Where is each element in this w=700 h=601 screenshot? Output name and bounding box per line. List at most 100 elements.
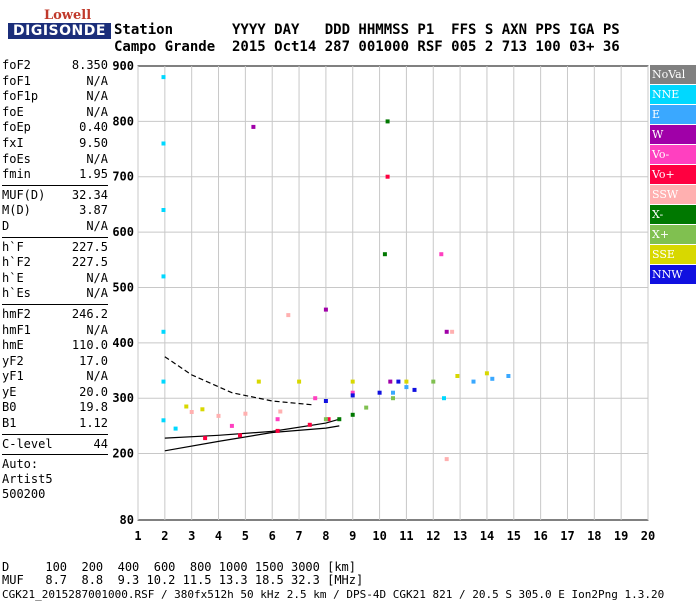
autoscale-line3: 500200 xyxy=(2,487,46,502)
param-key: h`F2 xyxy=(2,255,31,270)
param-row: yE 20.0 xyxy=(2,385,108,401)
param-value: 8.350 xyxy=(71,58,108,72)
param-key: yF1 xyxy=(2,369,24,384)
autoscale-line1: Auto: xyxy=(2,457,39,472)
param-value: 9.50 xyxy=(79,135,108,150)
param-key: foF2 xyxy=(2,58,31,72)
logo-top-text: Lowell xyxy=(44,8,92,23)
param-value: 227.5 xyxy=(71,239,108,254)
legend-item-nnw: NNW xyxy=(650,265,696,284)
echo-point-nne xyxy=(161,274,166,279)
param-key: hmE xyxy=(2,338,24,353)
param-row: foEp 0.40 xyxy=(2,120,108,136)
echo-point-sse xyxy=(455,374,460,378)
param-value: 1.12 xyxy=(79,416,108,431)
legend-item-e: E xyxy=(650,105,696,124)
echo-point-nnw xyxy=(412,387,417,392)
param-row: foF1p N/A xyxy=(2,89,108,105)
echo-point-x xyxy=(337,417,342,422)
echo-point-nnw xyxy=(350,393,355,398)
param-row: M(D) 3.87 xyxy=(2,203,108,219)
param-key: foF1 xyxy=(2,73,31,88)
x-tick-label: 1 xyxy=(134,529,141,543)
echo-point-x xyxy=(323,417,328,422)
echo-point-w xyxy=(251,124,256,129)
param-row: hmE 110.0 xyxy=(2,338,108,354)
echo-point-nne xyxy=(161,75,166,80)
x-tick-label: 14 xyxy=(480,529,494,543)
y-tick-label: 800 xyxy=(112,114,134,128)
param-row: yF1 N/A xyxy=(2,369,108,385)
param-value: 17.0 xyxy=(79,353,108,368)
param-separator xyxy=(2,454,108,456)
x-tick-label: 4 xyxy=(215,529,222,543)
param-value: N/A xyxy=(86,89,108,104)
plot-frame xyxy=(137,65,649,521)
param-value: 3.87 xyxy=(79,203,108,218)
echo-point-vo xyxy=(275,428,280,433)
param-value: 110.0 xyxy=(71,338,108,353)
legend-item-sse: SSE xyxy=(650,245,696,264)
param-value: 1.95 xyxy=(79,167,108,182)
param-key: h`Es xyxy=(2,286,31,301)
echo-point-nne xyxy=(442,396,446,401)
param-value: 20.0 xyxy=(79,384,108,399)
y-tick-label: 80 xyxy=(120,513,134,527)
param-key: hmF1 xyxy=(2,322,31,337)
digisonde-logo: Lowell DIGISONDE xyxy=(4,6,111,42)
legend-item-nne: NNE xyxy=(650,85,696,104)
echo-point-vo xyxy=(307,422,312,427)
param-value: 32.34 xyxy=(71,187,108,202)
echo-point-vo xyxy=(439,252,444,257)
param-key: B0 xyxy=(2,400,17,415)
param-row: MUF(D) 32.34 xyxy=(2,188,108,204)
param-separator xyxy=(2,184,108,186)
echo-point-ssw xyxy=(189,410,194,414)
echo-point-ssw xyxy=(450,329,455,334)
y-tick-label: 400 xyxy=(112,336,134,350)
echo-point-vo xyxy=(203,436,208,441)
parameter-panel: foF2 8.350 foF1 N/A foF1p N/A foE N/A foEp 0.40 fx… xyxy=(2,58,108,502)
echo-point-ssw xyxy=(286,313,291,318)
x-tick-label: 17 xyxy=(560,529,574,543)
x-tick-label: 3 xyxy=(188,529,195,543)
x-tick-label: 10 xyxy=(372,529,386,543)
echo-point-e xyxy=(471,379,476,384)
echo-point-vo xyxy=(385,174,390,179)
param-separator xyxy=(2,236,108,238)
trace-curve xyxy=(164,418,340,439)
echo-point-sse xyxy=(184,404,189,409)
param-row: C-level 44 xyxy=(2,437,108,453)
echo-point-nne xyxy=(161,418,166,423)
legend-item-x: X- xyxy=(650,205,696,224)
y-tick-label: 600 xyxy=(112,225,134,239)
echo-point-ssw xyxy=(243,411,248,416)
echo-point-w xyxy=(388,379,393,384)
header-row2: Campo Grande 2015 Oct14 287 001000 RSF 0… xyxy=(114,39,620,55)
echo-point-x xyxy=(350,412,355,417)
y-tick-label: 200 xyxy=(112,447,134,461)
footer-distance-row: D 100 200 400 600 800 1000 1500 3000 [km… xyxy=(2,560,357,574)
param-key: foE xyxy=(2,104,24,119)
legend-item-noval: NoVal xyxy=(650,65,696,84)
param-row: foF1 N/A xyxy=(2,74,108,90)
x-tick-label: 18 xyxy=(587,529,601,543)
echo-point-nne xyxy=(161,329,166,334)
echo-point-vo xyxy=(238,433,242,438)
legend-item-vo: Vo+ xyxy=(650,165,696,184)
echo-point-nnw xyxy=(396,379,401,384)
echo-point-vo xyxy=(313,396,318,401)
x-tick-label: 5 xyxy=(242,529,249,543)
echo-point-nnw xyxy=(377,390,382,395)
footer-file-row: CGK21_2015287001000.RSF / 380fx512h 50 k… xyxy=(2,588,665,601)
x-tick-label: 11 xyxy=(399,529,413,543)
echo-point-w xyxy=(323,307,328,312)
param-row: foEs N/A xyxy=(2,152,108,168)
y-tick-label: 700 xyxy=(112,170,134,184)
param-row: B0 19.8 xyxy=(2,400,108,416)
echo-point-ssw xyxy=(216,413,221,418)
echo-point-ssw xyxy=(278,409,283,414)
param-key: M(D) xyxy=(2,203,31,218)
echo-point-sse xyxy=(350,379,355,384)
param-row: h`F 227.5 xyxy=(2,240,108,256)
